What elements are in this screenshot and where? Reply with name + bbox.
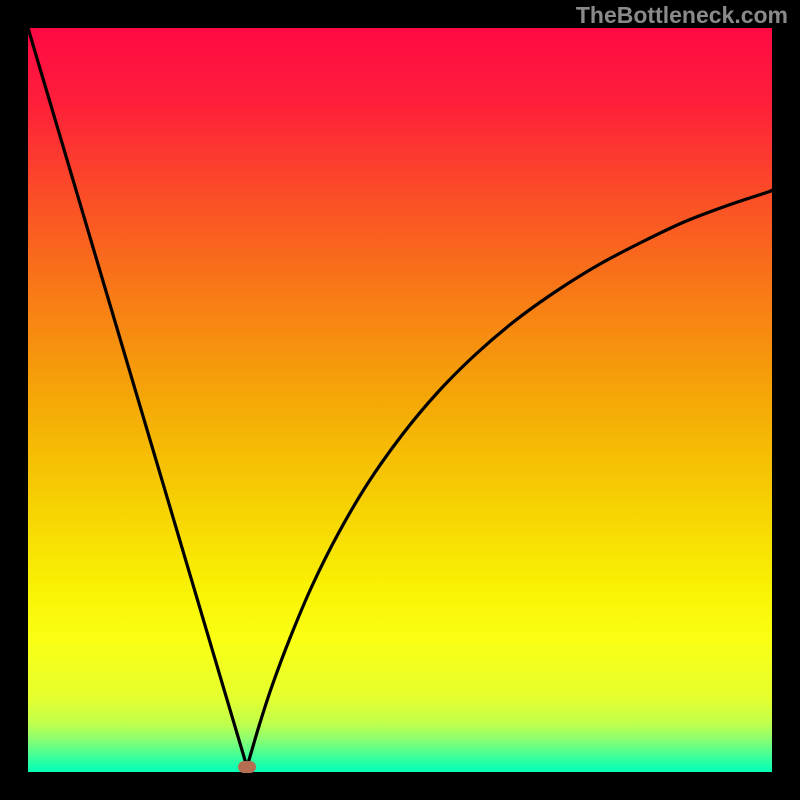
chart-container: TheBottleneck.com (0, 0, 800, 800)
bottleneck-chart (0, 0, 800, 800)
minimum-point-marker (238, 761, 256, 773)
watermark-text: TheBottleneck.com (576, 2, 788, 29)
